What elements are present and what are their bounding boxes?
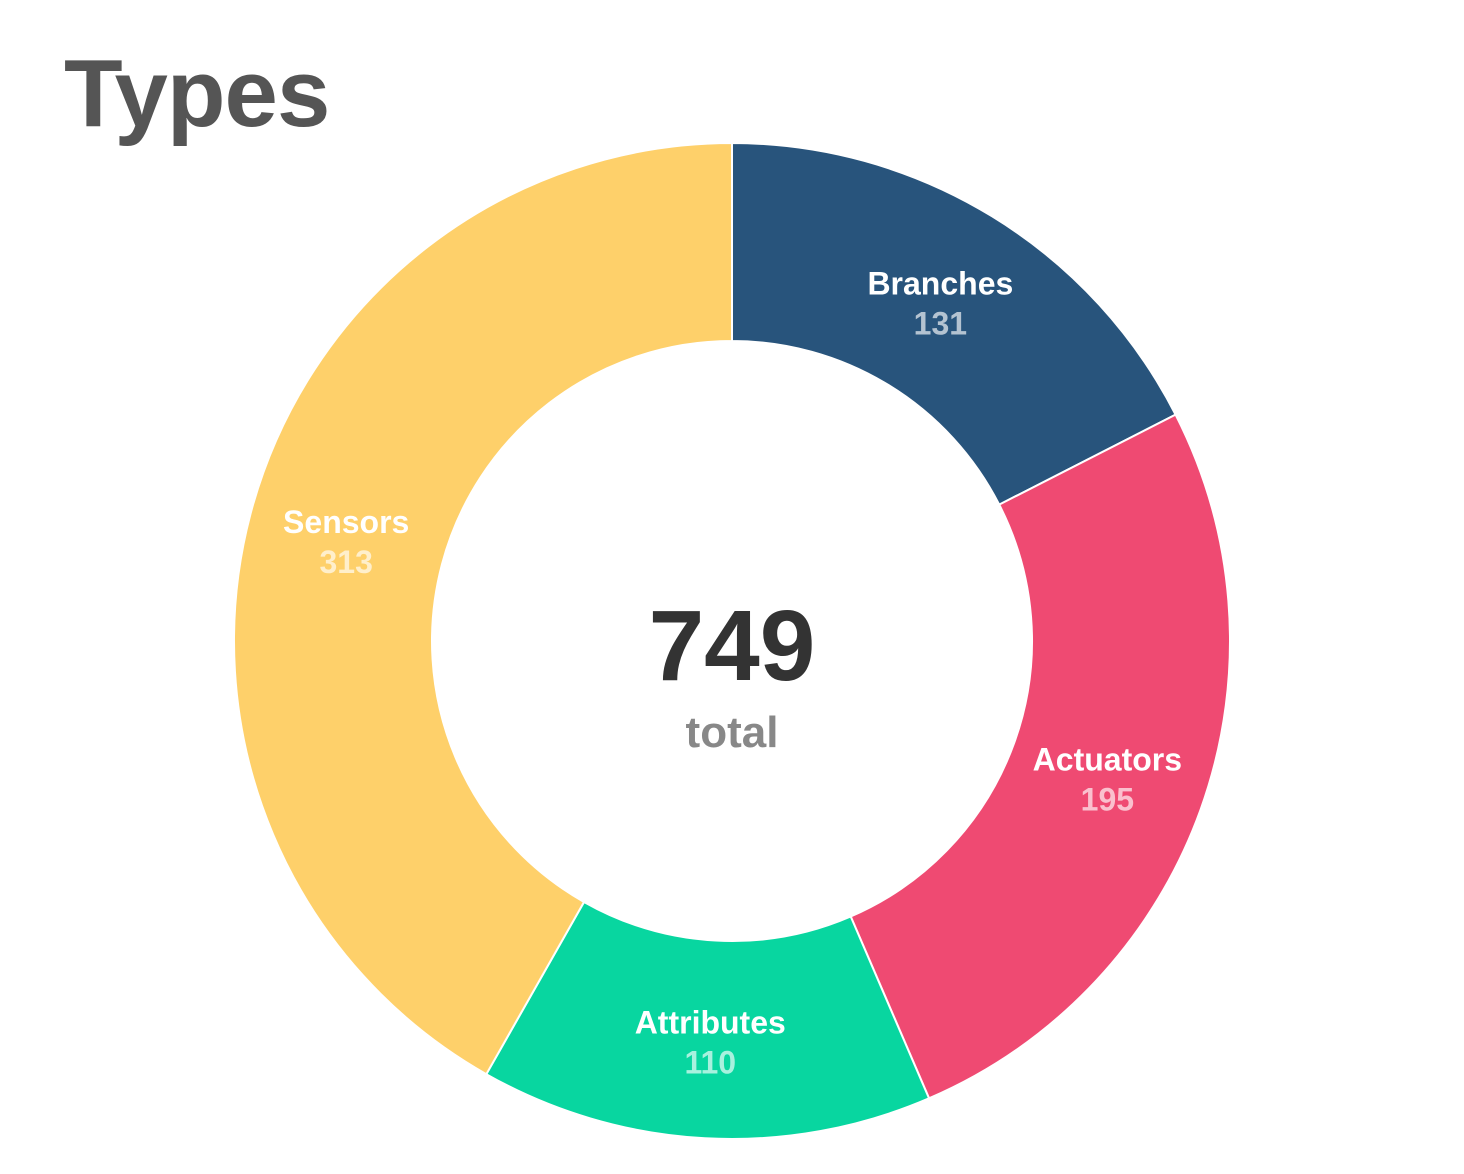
slice-sensors <box>233 141 733 1076</box>
slice-label-sensors: Sensors <box>283 504 409 540</box>
slice-value-attributes: 110 <box>684 1044 736 1080</box>
slices-group <box>233 141 1231 1140</box>
slice-labels-group: Branches 131 Actuators 195 Attributes 110 Sens… <box>283 266 1182 1081</box>
slice-label-actuators: Actuators <box>1033 741 1182 777</box>
slice-branches <box>731 141 1177 506</box>
slice-value-actuators: 195 <box>1081 781 1134 817</box>
total-label: total <box>686 708 779 757</box>
slice-value-branches: 131 <box>914 306 967 342</box>
slice-value-sensors: 313 <box>320 544 373 580</box>
slice-attributes <box>484 900 931 1140</box>
total-value: 749 <box>649 590 816 702</box>
chart-title: Types <box>64 40 330 147</box>
slice-label-branches: Branches <box>867 266 1013 302</box>
slice-label-attributes: Attributes <box>635 1004 786 1040</box>
slice-actuators <box>849 413 1231 1100</box>
